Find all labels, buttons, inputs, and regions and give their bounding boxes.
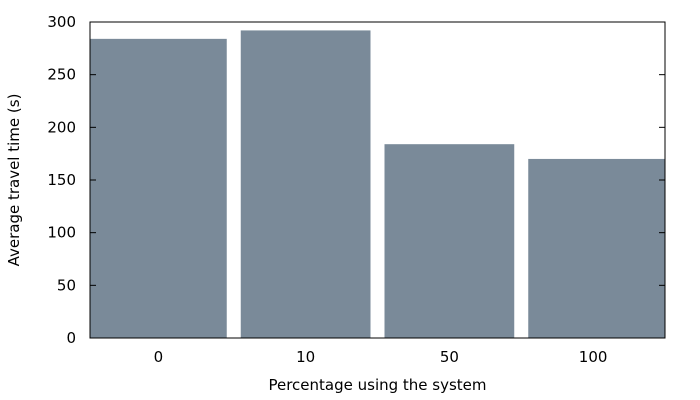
bar-50 xyxy=(384,144,515,338)
y-tick-label-50: 50 xyxy=(57,276,76,294)
x-tick-label-10: 10 xyxy=(296,348,315,366)
y-axis-title: Average travel time (s) xyxy=(5,94,23,267)
y-tick-label-100: 100 xyxy=(47,224,76,242)
bar-10 xyxy=(240,30,371,338)
bar-0 xyxy=(90,38,227,338)
x-tick-label-100: 100 xyxy=(579,348,608,366)
y-tick-label-150: 150 xyxy=(47,171,76,189)
bar-100 xyxy=(528,158,665,338)
y-tick-label-300: 300 xyxy=(47,13,76,31)
x-tick-label-0: 0 xyxy=(154,348,164,366)
y-tick-label-0: 0 xyxy=(66,329,76,347)
x-tick-label-50: 50 xyxy=(440,348,459,366)
y-tick-label-250: 250 xyxy=(47,66,76,84)
x-axis-title: Percentage using the system xyxy=(268,376,486,394)
axes-layer: 0 50 100 150 200 250 300 0 10 50 100 xyxy=(47,13,666,366)
bars-layer xyxy=(90,30,665,338)
y-tick-label-200: 200 xyxy=(47,118,76,136)
